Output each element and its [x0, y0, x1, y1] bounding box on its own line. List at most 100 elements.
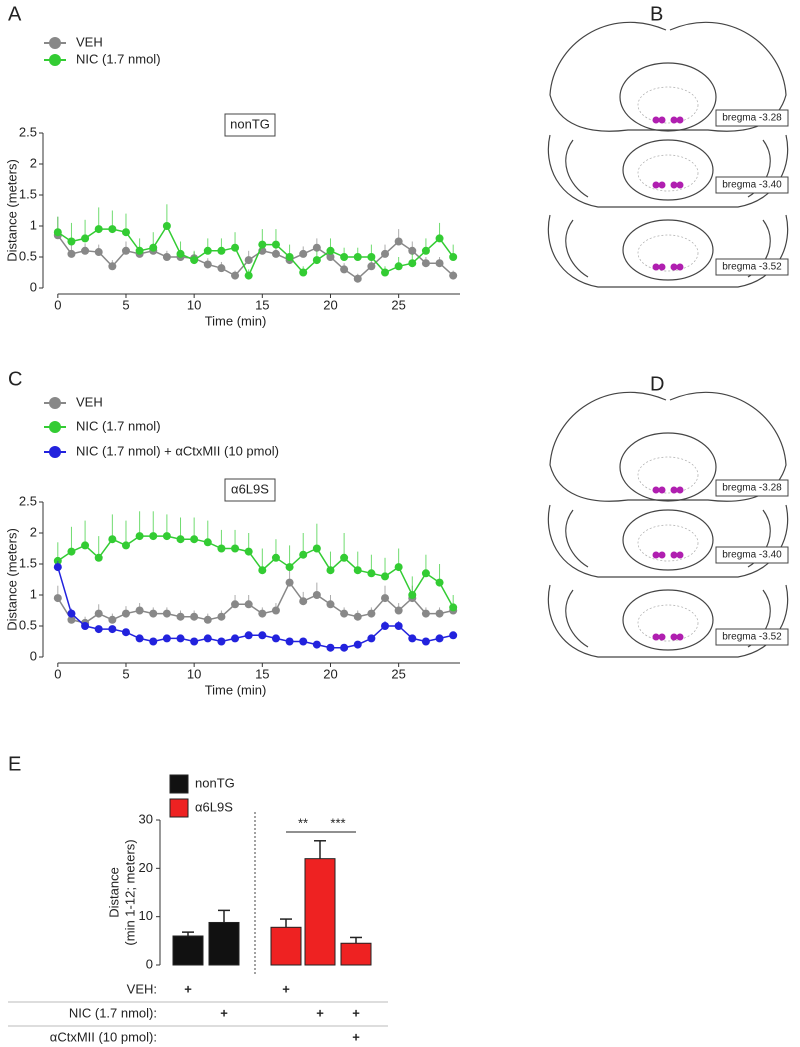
point [190, 637, 199, 646]
point [340, 253, 349, 261]
point [244, 271, 253, 280]
point [353, 640, 362, 649]
point [421, 246, 430, 255]
injection-site [676, 551, 684, 559]
x-tick-label: 0 [54, 666, 61, 681]
annotation-box [224, 113, 276, 137]
treatment-mark: + [352, 1029, 360, 1044]
point [162, 253, 171, 261]
point [299, 268, 308, 277]
point [394, 606, 403, 615]
point [449, 271, 458, 280]
point [299, 637, 308, 646]
injection-site [676, 116, 684, 124]
injection-site [658, 263, 666, 271]
point [299, 597, 308, 606]
injection-site [670, 263, 678, 271]
y-tick-label: 30 [139, 811, 153, 826]
bar [172, 935, 204, 966]
point [94, 625, 103, 634]
point [94, 225, 103, 234]
point [408, 259, 417, 268]
point [326, 253, 335, 261]
point [162, 532, 171, 541]
treatment-mark: + [184, 981, 192, 996]
point [203, 615, 212, 624]
point [367, 634, 376, 643]
y-tick-label: 0.5 [19, 617, 37, 632]
legend-marker [49, 421, 61, 433]
bar [208, 921, 240, 966]
point [203, 246, 212, 255]
point [231, 243, 240, 252]
injection-site [670, 116, 678, 124]
point [271, 249, 280, 258]
brain-inner [622, 589, 714, 651]
legend-marker [49, 446, 61, 458]
y-tick-label: 2 [30, 155, 37, 170]
y-tick-label: 0.5 [19, 248, 37, 263]
point [108, 225, 117, 234]
point [312, 243, 321, 252]
point [449, 603, 458, 612]
point [94, 248, 103, 257]
y-tick-label: 0 [30, 279, 37, 294]
y-tick-label: 2 [30, 524, 37, 539]
point [121, 541, 130, 550]
point [231, 634, 240, 643]
point [135, 246, 144, 255]
point [285, 253, 294, 261]
point [217, 637, 226, 646]
point [312, 256, 321, 265]
brain-outline [549, 21, 787, 132]
x-axis-label: Time (min) [205, 682, 267, 697]
panel-label: E [8, 753, 21, 775]
y-tick-label: 2.5 [19, 493, 37, 508]
label-box [715, 109, 789, 127]
y-tick-label: 1.5 [19, 555, 37, 570]
brain-outline [549, 391, 787, 502]
label-box [715, 479, 789, 497]
legend-label: nonTG [195, 775, 235, 790]
brain-diagram: bregma -3.28 bregma -3.40 bregma -3.52 [547, 391, 789, 658]
injection-site [676, 263, 684, 271]
injection-site [670, 486, 678, 494]
bar [304, 858, 336, 966]
point [149, 243, 158, 252]
injection-site [670, 551, 678, 559]
point [67, 249, 76, 258]
brain-inner [619, 62, 717, 132]
x-tick-label: 25 [391, 297, 405, 312]
legend-swatch [169, 774, 189, 794]
point [271, 553, 280, 562]
point [94, 553, 103, 562]
y-tick-label: 1 [30, 586, 37, 601]
injection-site [676, 633, 684, 641]
treatment-mark: + [282, 981, 290, 996]
panel-label: C [8, 368, 22, 390]
significance-label: ** [298, 815, 308, 830]
point [217, 544, 226, 553]
point [367, 253, 376, 261]
point [108, 262, 117, 271]
injection-site [652, 633, 660, 641]
point [381, 249, 390, 258]
point [176, 634, 185, 643]
x-axis-label: Time (min) [205, 313, 267, 328]
y-axis-label: Distance (meters) [4, 528, 19, 631]
legend-swatch [169, 798, 189, 818]
injection-site [652, 263, 660, 271]
injection-site [658, 486, 666, 494]
x-tick-label: 10 [187, 666, 201, 681]
point [381, 622, 390, 630]
brain-inner [622, 219, 714, 281]
treatment-mark: + [220, 1005, 228, 1020]
x-tick-label: 20 [323, 666, 337, 681]
injection-site [658, 181, 666, 189]
point [190, 612, 199, 621]
point [285, 637, 294, 646]
y-tick-label: 1 [30, 217, 37, 232]
x-tick-label: 20 [323, 297, 337, 312]
point [258, 566, 267, 575]
